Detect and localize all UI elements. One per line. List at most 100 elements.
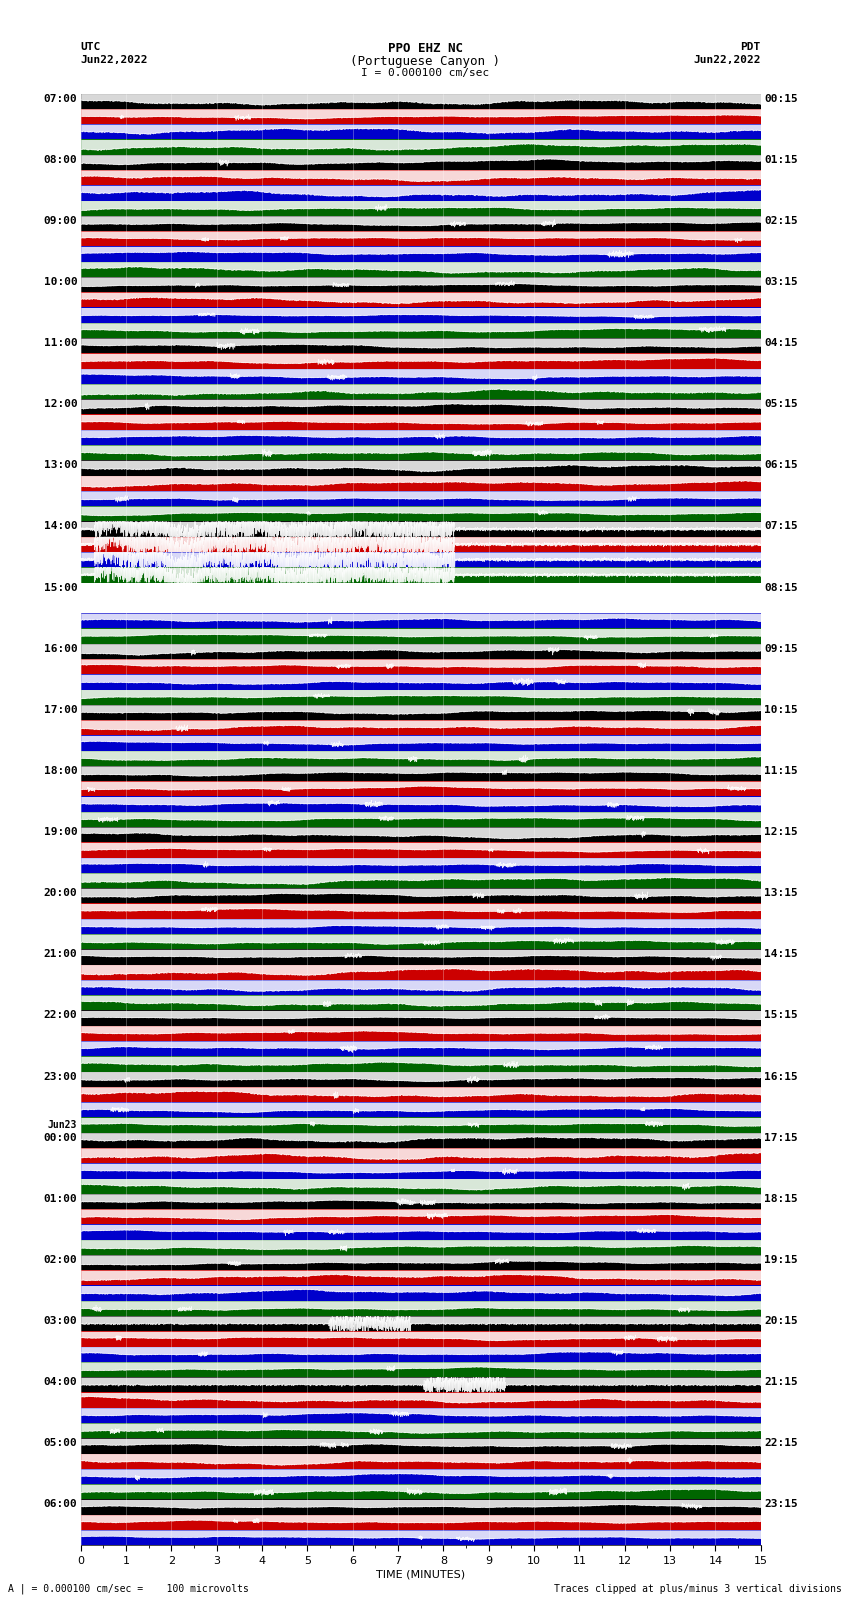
Bar bbox=[81, 415, 761, 429]
Text: 23:00: 23:00 bbox=[43, 1071, 77, 1082]
Bar bbox=[81, 200, 761, 216]
Bar bbox=[81, 1423, 761, 1439]
Bar bbox=[81, 873, 761, 889]
Text: 06:00: 06:00 bbox=[43, 1500, 77, 1510]
Bar bbox=[81, 521, 761, 537]
Bar bbox=[81, 1118, 761, 1132]
Text: 04:15: 04:15 bbox=[764, 339, 798, 348]
Text: 02:15: 02:15 bbox=[764, 216, 798, 226]
Bar bbox=[81, 719, 761, 736]
Bar bbox=[81, 185, 761, 200]
Text: 16:00: 16:00 bbox=[43, 644, 77, 653]
Bar bbox=[81, 1040, 761, 1057]
Bar bbox=[81, 1316, 761, 1331]
Text: 23:15: 23:15 bbox=[764, 1500, 798, 1510]
Bar bbox=[81, 1269, 761, 1286]
Bar bbox=[81, 506, 761, 521]
Text: 16:15: 16:15 bbox=[764, 1071, 798, 1082]
Bar bbox=[81, 139, 761, 155]
Text: 21:15: 21:15 bbox=[764, 1378, 798, 1387]
Bar bbox=[81, 398, 761, 415]
Bar bbox=[81, 384, 761, 398]
Bar bbox=[81, 858, 761, 873]
Bar bbox=[81, 108, 761, 124]
Bar bbox=[81, 1484, 761, 1500]
Bar bbox=[81, 1378, 761, 1392]
Bar bbox=[81, 781, 761, 797]
Bar bbox=[81, 1026, 761, 1040]
Text: 20:00: 20:00 bbox=[43, 889, 77, 898]
Bar bbox=[81, 445, 761, 460]
Text: 17:00: 17:00 bbox=[43, 705, 77, 715]
Bar bbox=[81, 995, 761, 1010]
Bar bbox=[81, 613, 761, 629]
Bar bbox=[81, 903, 761, 919]
Bar bbox=[81, 1515, 761, 1531]
Text: A | = 0.000100 cm/sec =    100 microvolts: A | = 0.000100 cm/sec = 100 microvolts bbox=[8, 1582, 249, 1594]
Text: 03:00: 03:00 bbox=[43, 1316, 77, 1326]
Text: 04:00: 04:00 bbox=[43, 1378, 77, 1387]
Bar bbox=[81, 155, 761, 169]
Text: 13:15: 13:15 bbox=[764, 889, 798, 898]
Text: PDT: PDT bbox=[740, 42, 761, 52]
Text: 22:00: 22:00 bbox=[43, 1010, 77, 1021]
Bar bbox=[81, 1240, 761, 1255]
Bar bbox=[81, 247, 761, 261]
Bar bbox=[81, 934, 761, 950]
Bar bbox=[81, 705, 761, 719]
Bar bbox=[81, 1087, 761, 1102]
Bar bbox=[81, 460, 761, 476]
Text: 22:15: 22:15 bbox=[764, 1439, 798, 1448]
Bar bbox=[81, 965, 761, 979]
Text: 17:15: 17:15 bbox=[764, 1132, 798, 1142]
Bar bbox=[81, 1531, 761, 1545]
Bar bbox=[81, 429, 761, 445]
Text: I = 0.000100 cm/sec: I = 0.000100 cm/sec bbox=[361, 68, 489, 77]
Bar bbox=[81, 339, 761, 353]
Bar bbox=[81, 827, 761, 842]
Bar bbox=[81, 674, 761, 689]
Text: 07:15: 07:15 bbox=[764, 521, 798, 531]
Bar bbox=[81, 889, 761, 903]
Bar bbox=[81, 750, 761, 766]
Bar bbox=[81, 1163, 761, 1179]
Bar bbox=[81, 216, 761, 231]
Bar bbox=[81, 1439, 761, 1453]
Bar bbox=[81, 369, 761, 384]
Bar bbox=[81, 537, 761, 552]
Bar bbox=[81, 1347, 761, 1361]
Bar bbox=[81, 261, 761, 277]
Text: 18:00: 18:00 bbox=[43, 766, 77, 776]
Text: 18:15: 18:15 bbox=[764, 1194, 798, 1203]
Bar bbox=[81, 1469, 761, 1484]
Text: 05:15: 05:15 bbox=[764, 398, 798, 410]
Text: 14:15: 14:15 bbox=[764, 950, 798, 960]
Bar bbox=[81, 1057, 761, 1071]
Text: 19:00: 19:00 bbox=[43, 827, 77, 837]
Bar bbox=[81, 950, 761, 965]
Bar bbox=[81, 582, 761, 598]
Bar bbox=[81, 1331, 761, 1347]
Bar bbox=[81, 292, 761, 308]
Text: 15:00: 15:00 bbox=[43, 582, 77, 592]
Bar bbox=[81, 919, 761, 934]
Bar bbox=[81, 1300, 761, 1316]
Bar bbox=[81, 124, 761, 139]
Bar bbox=[81, 94, 761, 108]
Bar bbox=[81, 169, 761, 185]
Text: Jun23: Jun23 bbox=[48, 1119, 77, 1129]
Bar bbox=[81, 1148, 761, 1163]
Text: 08:00: 08:00 bbox=[43, 155, 77, 165]
Text: 19:15: 19:15 bbox=[764, 1255, 798, 1265]
Bar bbox=[81, 797, 761, 811]
Bar bbox=[81, 979, 761, 995]
Text: 12:15: 12:15 bbox=[764, 827, 798, 837]
X-axis label: TIME (MINUTES): TIME (MINUTES) bbox=[377, 1569, 465, 1579]
Text: 15:15: 15:15 bbox=[764, 1010, 798, 1021]
Bar bbox=[81, 1453, 761, 1469]
Text: (Portuguese Canyon ): (Portuguese Canyon ) bbox=[350, 55, 500, 68]
Bar bbox=[81, 1102, 761, 1118]
Text: 02:00: 02:00 bbox=[43, 1255, 77, 1265]
Text: 20:15: 20:15 bbox=[764, 1316, 798, 1326]
Text: PPO EHZ NC: PPO EHZ NC bbox=[388, 42, 462, 55]
